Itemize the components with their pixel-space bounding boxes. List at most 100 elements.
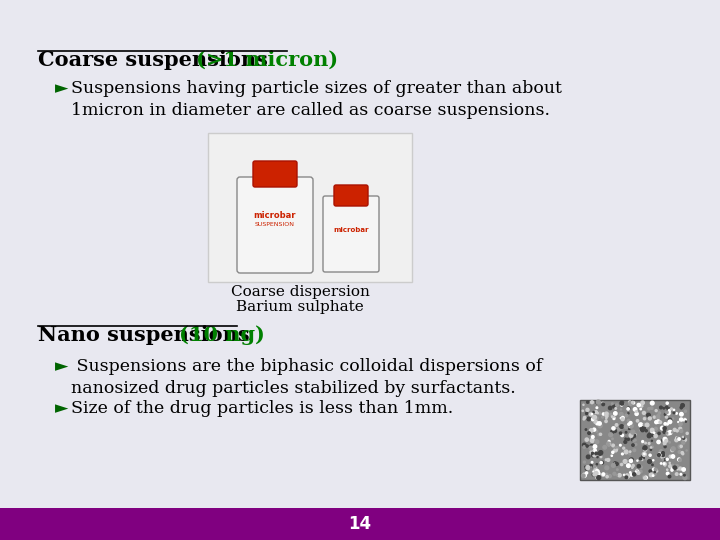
Circle shape [669, 455, 672, 457]
Circle shape [606, 413, 608, 414]
Circle shape [642, 441, 644, 442]
Circle shape [623, 447, 625, 449]
Circle shape [598, 422, 601, 425]
Circle shape [595, 440, 599, 444]
Circle shape [600, 433, 602, 435]
Circle shape [652, 472, 656, 476]
Circle shape [627, 438, 629, 441]
Circle shape [673, 466, 677, 470]
Circle shape [636, 420, 639, 422]
Circle shape [591, 436, 594, 438]
Circle shape [657, 454, 660, 456]
Circle shape [639, 428, 642, 431]
Circle shape [590, 401, 593, 404]
Circle shape [640, 428, 642, 429]
Circle shape [641, 458, 643, 461]
Circle shape [680, 406, 683, 409]
Circle shape [675, 413, 678, 414]
Circle shape [647, 460, 652, 463]
Circle shape [631, 474, 633, 476]
Circle shape [663, 442, 666, 445]
Circle shape [590, 438, 594, 442]
Circle shape [621, 463, 623, 465]
Circle shape [583, 446, 585, 448]
Circle shape [629, 428, 630, 429]
Circle shape [595, 411, 598, 414]
Circle shape [625, 476, 628, 478]
Circle shape [652, 446, 653, 448]
Circle shape [651, 433, 654, 436]
Circle shape [586, 408, 589, 411]
Circle shape [602, 403, 605, 406]
Circle shape [614, 448, 617, 452]
Circle shape [616, 469, 618, 470]
Circle shape [626, 464, 630, 468]
Circle shape [635, 412, 638, 415]
Circle shape [593, 428, 595, 431]
Circle shape [629, 401, 631, 403]
Circle shape [595, 417, 598, 420]
Circle shape [589, 413, 593, 416]
Circle shape [680, 446, 683, 448]
Circle shape [663, 463, 666, 465]
Circle shape [654, 432, 655, 434]
Circle shape [608, 433, 613, 437]
Circle shape [595, 401, 599, 404]
Circle shape [602, 416, 603, 418]
Circle shape [666, 423, 668, 425]
Circle shape [602, 402, 604, 404]
Circle shape [680, 413, 683, 416]
Circle shape [664, 423, 666, 425]
Circle shape [654, 427, 657, 430]
Circle shape [627, 420, 630, 422]
Circle shape [606, 443, 608, 445]
Circle shape [632, 434, 636, 437]
Circle shape [611, 454, 613, 456]
Circle shape [683, 437, 685, 439]
Circle shape [611, 403, 613, 404]
Circle shape [594, 471, 598, 475]
Circle shape [593, 473, 596, 476]
Circle shape [681, 403, 684, 407]
Circle shape [607, 458, 610, 461]
Circle shape [649, 470, 652, 472]
Circle shape [629, 422, 632, 424]
Circle shape [627, 408, 629, 410]
Circle shape [668, 409, 670, 411]
Circle shape [664, 438, 665, 439]
Circle shape [597, 413, 598, 414]
Circle shape [587, 417, 590, 421]
Circle shape [645, 430, 647, 432]
Circle shape [652, 460, 654, 461]
Circle shape [665, 440, 667, 442]
Circle shape [592, 418, 595, 421]
Circle shape [624, 474, 625, 476]
Circle shape [683, 476, 687, 480]
Circle shape [597, 476, 600, 480]
Circle shape [615, 447, 616, 449]
Circle shape [596, 407, 598, 409]
Circle shape [677, 468, 678, 470]
Circle shape [665, 406, 668, 408]
Circle shape [624, 450, 628, 454]
Circle shape [595, 422, 599, 425]
Circle shape [644, 477, 647, 480]
Circle shape [684, 410, 686, 412]
Circle shape [650, 447, 652, 448]
Circle shape [672, 464, 673, 465]
Circle shape [636, 410, 637, 413]
Circle shape [644, 453, 645, 455]
Circle shape [594, 421, 596, 423]
Circle shape [621, 453, 624, 455]
Circle shape [624, 460, 627, 463]
Circle shape [615, 408, 616, 409]
Circle shape [627, 407, 630, 409]
Circle shape [582, 443, 586, 447]
Circle shape [628, 423, 630, 426]
Circle shape [641, 401, 644, 404]
Circle shape [660, 463, 662, 464]
Circle shape [654, 471, 655, 472]
Circle shape [662, 454, 665, 456]
Circle shape [680, 418, 683, 421]
Circle shape [640, 428, 642, 430]
